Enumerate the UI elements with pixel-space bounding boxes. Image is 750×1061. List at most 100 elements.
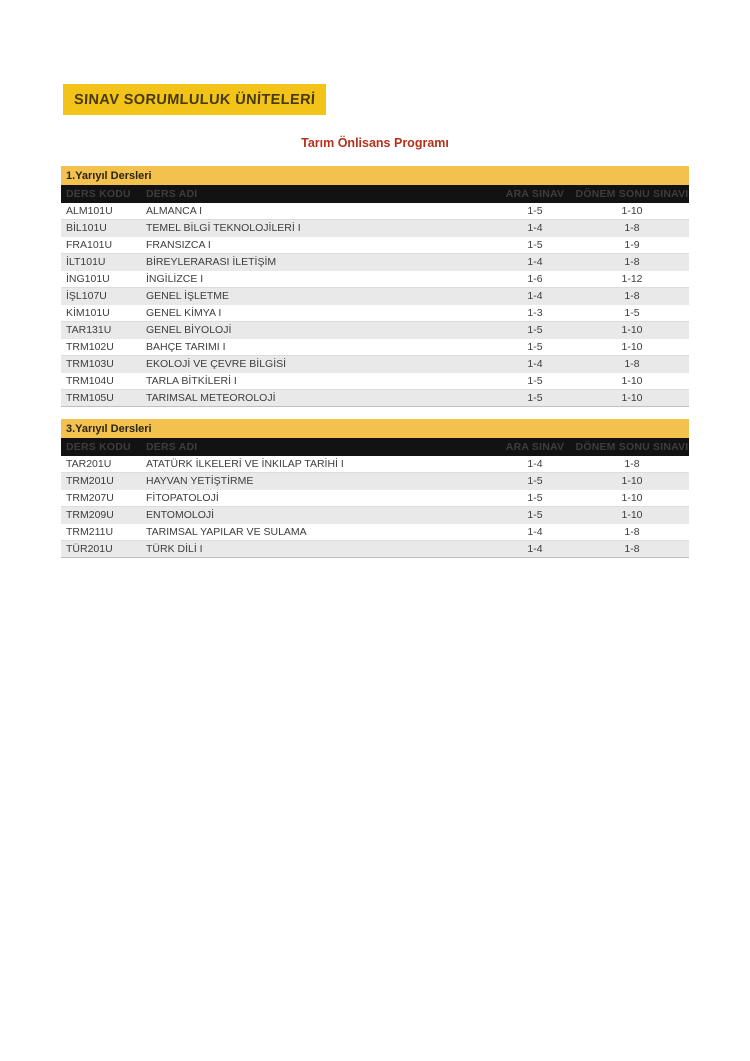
cell-ders-kodu: ALM101U: [66, 205, 113, 217]
cell-ders-adi: EKOLOJİ VE ÇEVRE BİLGİSİ: [146, 358, 287, 370]
table-row: ALM101U ALMANCA I 1-5 1-10: [61, 203, 689, 220]
cell-ara-sinav: 1-4: [527, 256, 543, 268]
cell-ders-adi: TEMEL BİLGİ TEKNOLOJİLERİ I: [146, 222, 301, 234]
cell-donem-sonu-sinavi: 1-8: [624, 458, 640, 470]
cell-ara-sinav: 1-4: [527, 222, 543, 234]
cell-ders-adi: GENEL İŞLETME: [146, 290, 230, 302]
table-row: TRM201U HAYVAN YETİŞTİRME 1-5 1-10: [61, 473, 689, 490]
column-header: DERS ADI: [146, 441, 198, 453]
cell-ara-sinav: 1-4: [527, 290, 543, 302]
cell-ara-sinav: 1-4: [527, 526, 543, 538]
cell-donem-sonu-sinavi: 1-8: [624, 290, 640, 302]
cell-ders-adi: GENEL KİMYA I: [146, 307, 222, 319]
column-header: DÖNEM SONU SINAVI: [575, 188, 689, 200]
cell-donem-sonu-sinavi: 1-10: [621, 392, 643, 404]
title-banner-text: SINAV SORUMLULUK ÜNİTELERİ: [73, 91, 316, 108]
cell-ders-kodu: KİM101U: [66, 307, 110, 319]
cell-ara-sinav: 1-5: [527, 509, 543, 521]
cell-ders-adi: TÜRK DİLİ I: [146, 543, 203, 555]
cell-donem-sonu-sinavi: 1-8: [624, 526, 640, 538]
cell-ders-adi: TARIMSAL METEOROLOJİ: [146, 392, 276, 404]
cell-donem-sonu-sinavi: 1-9: [624, 239, 640, 251]
cell-ders-adi: BİREYLERARASI İLETİŞİM: [146, 256, 277, 268]
table-row: TRM207U FİTOPATOLOJİ 1-5 1-10: [61, 490, 689, 507]
cell-ders-adi: ATATÜRK İLKELERİ VE İNKILAP TARİHİ I: [146, 458, 344, 470]
cell-ara-sinav: 1-5: [527, 492, 543, 504]
cell-ders-adi: FRANSIZCA I: [146, 239, 211, 251]
cell-donem-sonu-sinavi: 1-10: [621, 375, 643, 387]
cell-ders-kodu: TRM201U: [66, 475, 114, 487]
table-row: TÜR201U TÜRK DİLİ I 1-4 1-8: [61, 541, 689, 558]
cell-ders-kodu: BİL101U: [66, 222, 107, 234]
table-row: İŞL107U GENEL İŞLETME 1-4 1-8: [61, 288, 689, 305]
cell-ara-sinav: 1-5: [527, 475, 543, 487]
cell-ders-adi: İNGİLİZCE I: [146, 273, 204, 285]
cell-donem-sonu-sinavi: 1-10: [621, 341, 643, 353]
cell-ders-adi: HAYVAN YETİŞTİRME: [146, 475, 254, 487]
cell-ders-kodu: İLT101U: [66, 256, 106, 268]
cell-donem-sonu-sinavi: 1-10: [621, 509, 643, 521]
cell-ders-kodu: FRA101U: [66, 239, 113, 251]
cell-ara-sinav: 1-5: [527, 239, 543, 251]
cell-ders-kodu: TRM103U: [66, 358, 114, 370]
cell-donem-sonu-sinavi: 1-10: [621, 205, 643, 217]
cell-ders-adi: TARIMSAL YAPILAR VE SULAMA: [146, 526, 307, 538]
table-row: İNG101U İNGİLİZCE I 1-6 1-12: [61, 271, 689, 288]
cell-ders-adi: ALMANCA I: [146, 205, 203, 217]
table-row: TAR201U ATATÜRK İLKELERİ VE İNKILAP TARİH…: [61, 456, 689, 473]
section-title: 3.Yarıyıl Dersleri: [66, 422, 152, 435]
table-row: İLT101U BİREYLERARASI İLETİŞİM 1-4 1-8: [61, 254, 689, 271]
table-row: TRM209U ENTOMOLOJİ 1-5 1-10: [61, 507, 689, 524]
page-subtitle: Tarım Önlisans Programı: [301, 136, 449, 150]
cell-donem-sonu-sinavi: 1-10: [621, 492, 643, 504]
column-header: DERS ADI: [146, 188, 198, 200]
cell-ders-adi: ENTOMOLOJİ: [146, 509, 215, 521]
cell-ders-kodu: TRM207U: [66, 492, 114, 504]
cell-ara-sinav: 1-5: [527, 392, 543, 404]
section-title-band: 1.Yarıyıl Dersleri: [61, 166, 689, 185]
column-header-row: DERS KODU DERS ADI ARA SINAV DÖNEM SONU SIN…: [61, 438, 689, 456]
cell-ara-sinav: 1-4: [527, 358, 543, 370]
cell-ders-adi: BAHÇE TARIMI I: [146, 341, 226, 353]
cell-ara-sinav: 1-3: [527, 307, 543, 319]
column-header: ARA SINAV: [505, 441, 565, 453]
cell-ara-sinav: 1-6: [527, 273, 543, 285]
title-banner: SINAV SORUMLULUK ÜNİTELERİ: [63, 84, 327, 115]
cell-ders-adi: FİTOPATOLOJİ: [146, 492, 219, 504]
cell-ara-sinav: 1-4: [527, 458, 543, 470]
table-row: TRM103U EKOLOJİ VE ÇEVRE BİLGİSİ 1-4 1-8: [61, 356, 689, 373]
cell-donem-sonu-sinavi: 1-5: [624, 307, 640, 319]
cell-ders-kodu: TRM102U: [66, 341, 114, 353]
cell-donem-sonu-sinavi: 1-10: [621, 324, 643, 336]
column-header: ARA SINAV: [505, 188, 565, 200]
cell-ara-sinav: 1-4: [527, 543, 543, 555]
cell-ders-kodu: TÜR201U: [66, 543, 113, 555]
cell-ara-sinav: 1-5: [527, 324, 543, 336]
section-title-band: 3.Yarıyıl Dersleri: [61, 419, 689, 438]
section-title: 1.Yarıyıl Dersleri: [66, 169, 152, 182]
cell-donem-sonu-sinavi: 1-8: [624, 543, 640, 555]
table-row: TRM211U TARIMSAL YAPILAR VE SULAMA 1-4 1-8: [61, 524, 689, 541]
table-row: TRM104U TARLA BİTKİLERİ I 1-5 1-10: [61, 373, 689, 390]
table-row: KİM101U GENEL KİMYA I 1-3 1-5: [61, 305, 689, 322]
cell-ders-kodu: TRM105U: [66, 392, 114, 404]
course-table-section: 3.Yarıyıl Dersleri DERS KODU DERS ADI ARA S…: [61, 419, 689, 558]
cell-donem-sonu-sinavi: 1-8: [624, 358, 640, 370]
table-row: FRA101U FRANSIZCA I 1-5 1-9: [61, 237, 689, 254]
cell-ders-kodu: TAR201U: [66, 458, 112, 470]
cell-ders-kodu: TRM104U: [66, 375, 114, 387]
cell-donem-sonu-sinavi: 1-10: [621, 475, 643, 487]
table-row: TRM102U BAHÇE TARIMI I 1-5 1-10: [61, 339, 689, 356]
tables-area: 1.Yarıyıl Dersleri DERS KODU DERS ADI ARA S…: [61, 166, 689, 570]
course-table-section: 1.Yarıyıl Dersleri DERS KODU DERS ADI ARA S…: [61, 166, 689, 407]
cell-ders-kodu: TRM209U: [66, 509, 114, 521]
cell-ders-kodu: TAR131U: [66, 324, 112, 336]
column-header: DERS KODU: [66, 441, 131, 453]
cell-donem-sonu-sinavi: 1-8: [624, 222, 640, 234]
column-header: DERS KODU: [66, 188, 131, 200]
cell-ara-sinav: 1-5: [527, 375, 543, 387]
cell-ders-adi: TARLA BİTKİLERİ I: [146, 375, 237, 387]
table-row: TAR131U GENEL BİYOLOJİ 1-5 1-10: [61, 322, 689, 339]
cell-ders-adi: GENEL BİYOLOJİ: [146, 324, 232, 336]
